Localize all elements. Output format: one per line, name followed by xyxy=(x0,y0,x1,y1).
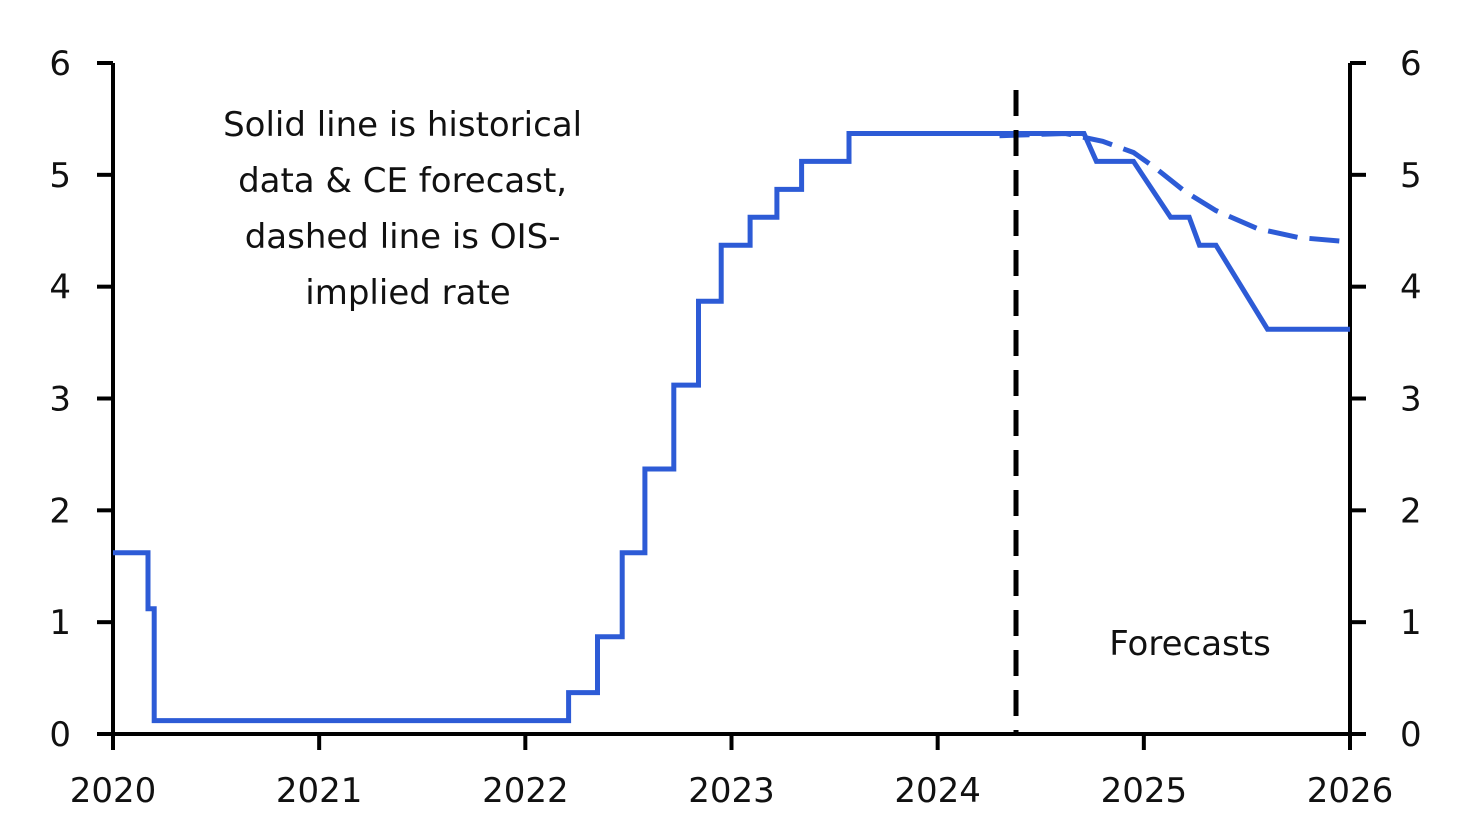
y-tick-label-right: 5 xyxy=(1400,156,1422,196)
y-tick-label-left: 1 xyxy=(49,603,71,643)
y-tick-label-left: 2 xyxy=(49,491,71,531)
x-tick-label: 2020 xyxy=(70,771,157,811)
x-tick-label: 2026 xyxy=(1307,771,1394,811)
y-tick-label-right: 2 xyxy=(1400,491,1422,531)
y-tick-label-right: 6 xyxy=(1400,44,1422,84)
y-tick-label-left: 5 xyxy=(49,156,71,196)
y-tick-label-right: 1 xyxy=(1400,603,1422,643)
annotation-note-line-3: dashed line is OIS- xyxy=(245,217,561,257)
annotation-note-line-4: implied rate xyxy=(305,273,510,313)
axes: 0 1 2 3 4 5 6 0 1 2 3 4 5 6 2020 2021 2022 2023 2024 2025 20… xyxy=(49,44,1421,811)
forecast-label: Forecasts xyxy=(1109,624,1271,664)
annotation-note-line-2: data & CE forecast, xyxy=(238,161,567,201)
x-tick-label: 2024 xyxy=(894,771,981,811)
x-tick-label: 2021 xyxy=(276,771,363,811)
y-tick-label-right: 4 xyxy=(1400,268,1422,308)
series-group xyxy=(113,130,1351,724)
y-tick-label-left: 0 xyxy=(49,715,71,755)
y-tick-label-left: 3 xyxy=(49,380,71,420)
annotation-note: Solid line is historical data & CE forec… xyxy=(223,105,593,313)
ois-implied-rate-line xyxy=(999,130,1351,245)
y-tick-label-right: 0 xyxy=(1400,715,1422,755)
x-tick-label: 2025 xyxy=(1101,771,1188,811)
y-tick-label-left: 4 xyxy=(49,268,71,308)
annotation-note-line-1: Solid line is historical xyxy=(223,105,582,145)
historical-ce-forecast-line xyxy=(113,131,1350,724)
x-tick-label: 2023 xyxy=(688,771,775,811)
x-tick-label: 2022 xyxy=(482,771,569,811)
y-tick-label-left: 6 xyxy=(49,44,71,84)
y-tick-label-right: 3 xyxy=(1400,380,1422,420)
